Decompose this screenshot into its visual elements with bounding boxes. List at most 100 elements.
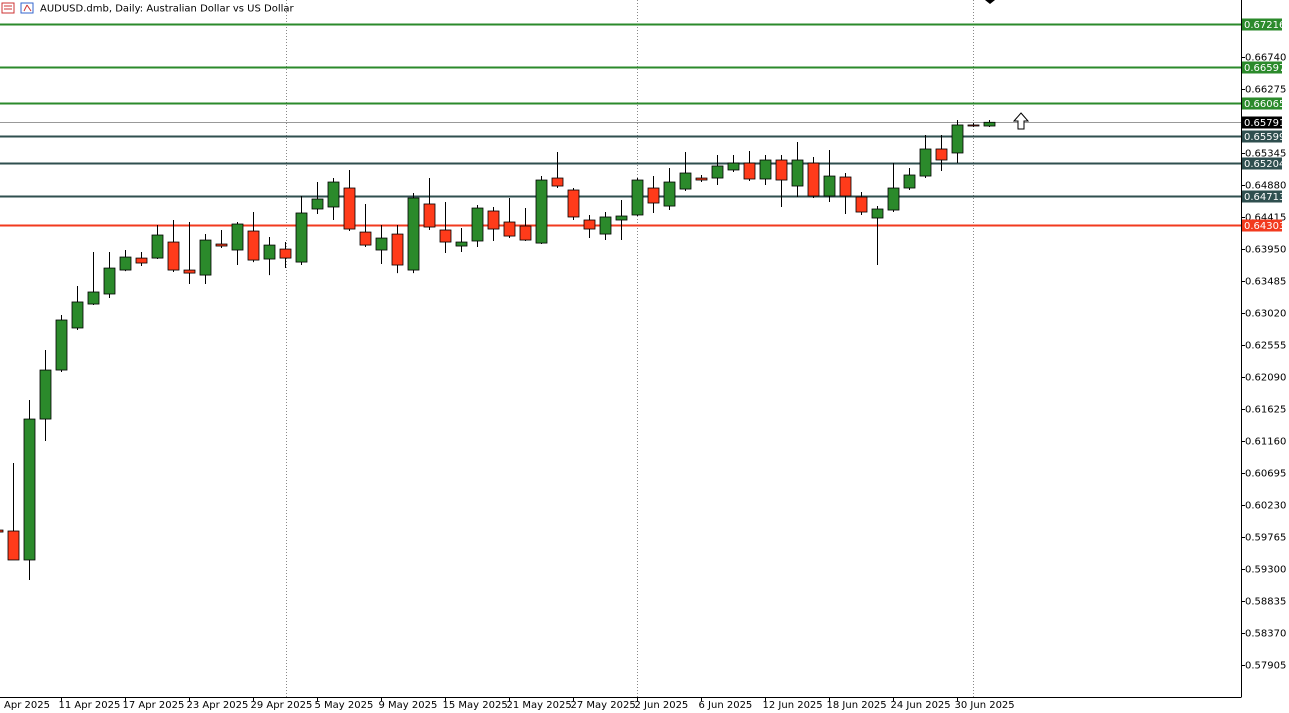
y-tick-label: 0.61160 xyxy=(1245,437,1286,448)
icon xyxy=(1,2,15,14)
x-tick-label: 23 Apr 2025 xyxy=(187,700,249,711)
separators xyxy=(286,0,974,697)
y-tick-label: 0.60695 xyxy=(1245,469,1286,480)
candle-body xyxy=(919,148,932,177)
candle-body xyxy=(87,291,100,305)
y-tick-label: 0.63020 xyxy=(1245,309,1286,320)
candle-body xyxy=(327,181,340,208)
candle-body xyxy=(199,239,212,276)
y-tick-label: 0.58370 xyxy=(1245,629,1286,640)
candle-body xyxy=(359,231,372,246)
candle-body xyxy=(183,269,196,274)
y-tick-label: 0.59300 xyxy=(1245,565,1286,576)
candle-body xyxy=(967,124,980,127)
axis: 0.66740 0.66275 0.65345 0.64880 0.64415 0.639… xyxy=(0,53,1286,712)
candle-body xyxy=(647,187,660,204)
arrow-marker xyxy=(985,0,995,4)
y-tick-label: 0.57905 xyxy=(1245,661,1286,672)
candle-body xyxy=(439,229,452,243)
y-tick-label: 0.61625 xyxy=(1245,405,1286,416)
x-tick-label: 15 May 2025 xyxy=(443,700,508,711)
level-label-box xyxy=(1242,130,1282,143)
candle-body xyxy=(855,196,868,213)
candle-body xyxy=(951,124,964,154)
candle-body xyxy=(103,267,116,295)
candle-body xyxy=(55,319,68,371)
level-label: 0.66597 xyxy=(1244,63,1285,74)
candle-body xyxy=(567,189,580,218)
candle-body xyxy=(519,225,532,241)
candle-body xyxy=(759,159,772,180)
y-tick-label: 0.62090 xyxy=(1245,373,1286,384)
candle-body xyxy=(583,219,596,230)
candle-body xyxy=(727,162,740,171)
candle-body xyxy=(871,208,884,219)
level-label: 0.65204 xyxy=(1244,159,1285,170)
candle-body xyxy=(695,177,708,181)
candle-body xyxy=(839,176,852,197)
y-tick-label: 0.58835 xyxy=(1245,597,1286,608)
candle-body xyxy=(343,187,356,230)
candles xyxy=(0,120,996,581)
x-tick-label: 9 May 2025 xyxy=(379,700,438,711)
candle-body xyxy=(679,172,692,190)
candle-body xyxy=(23,418,36,561)
x-tick-label: 12 Jun 2025 xyxy=(763,700,823,711)
y-tick-label: 0.60230 xyxy=(1245,501,1286,512)
candle-body xyxy=(599,216,612,235)
y-tick-label: 0.66275 xyxy=(1245,85,1286,96)
level-label-box xyxy=(1242,18,1282,31)
candle-body xyxy=(0,529,4,533)
y-tick-label: 0.62555 xyxy=(1245,341,1286,352)
y-tick-label: 0.66740 xyxy=(1245,53,1286,64)
candle-body xyxy=(935,148,948,161)
candle-body xyxy=(295,212,308,263)
candle-body xyxy=(663,181,676,207)
candle-body xyxy=(631,179,644,216)
candle-body xyxy=(791,159,804,187)
y-tick-label: 0.63485 xyxy=(1245,277,1286,288)
candle-body xyxy=(119,256,132,271)
y-tick-label: 0.65345 xyxy=(1245,149,1286,160)
candle-body xyxy=(823,175,836,197)
buy-arrow xyxy=(1012,112,1030,130)
chart-title: AUDUSD.dmb, Daily: Australian Dollar vs … xyxy=(40,4,295,15)
candle-body xyxy=(279,248,292,259)
x-tick-label: 30 Jun 2025 xyxy=(955,700,1015,711)
level-label: 0.64713 xyxy=(1244,192,1285,203)
level-label-box xyxy=(1242,157,1282,170)
level-labels: 0.67216 0.66597 0.66065 0.65599 0.65204 0.647… xyxy=(1242,18,1285,232)
candle-body xyxy=(983,121,996,127)
level-label-box xyxy=(1242,190,1282,203)
candle-body xyxy=(231,223,244,251)
candle-body xyxy=(135,257,148,264)
y-tick-label: 0.59765 xyxy=(1245,533,1286,544)
candle-body xyxy=(263,244,276,260)
candle-body xyxy=(407,197,420,271)
x-tick-label: 27 May 2025 xyxy=(571,700,636,711)
candle-body xyxy=(487,210,500,230)
candle-body xyxy=(311,198,324,210)
level-label-box xyxy=(1242,116,1282,129)
level-label-box xyxy=(1242,61,1282,74)
candle-body xyxy=(423,203,436,228)
x-tick-label: 17 Apr 2025 xyxy=(123,700,185,711)
level-label: 0.67216 xyxy=(1244,20,1285,31)
x-tick-label: 11 Apr 2025 xyxy=(59,700,121,711)
y-tick-label: 0.64880 xyxy=(1245,181,1286,192)
x-tick-label: 24 Jun 2025 xyxy=(891,700,951,711)
candle-body xyxy=(39,369,52,420)
candle-body xyxy=(887,187,900,211)
candle-body xyxy=(903,174,916,189)
candle-body xyxy=(391,233,404,266)
candle-body xyxy=(455,241,468,247)
icon xyxy=(26,4,32,12)
candle-body xyxy=(775,159,788,181)
level-label: 0.64303 xyxy=(1244,221,1285,232)
candle-body xyxy=(167,241,180,271)
candle-body xyxy=(151,234,164,259)
icon xyxy=(20,2,34,14)
level-label: 0.65599 xyxy=(1244,132,1285,143)
